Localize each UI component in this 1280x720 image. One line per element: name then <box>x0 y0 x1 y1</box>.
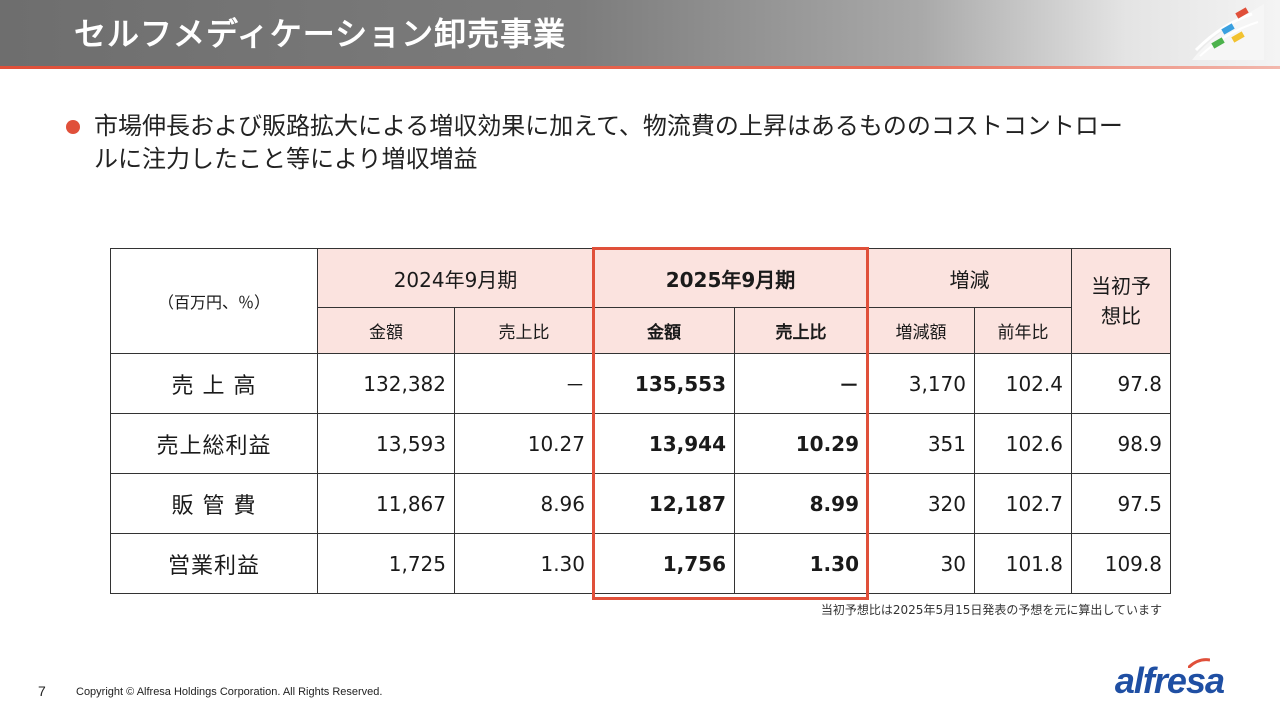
change-amount: 30 <box>867 533 975 594</box>
header-change: 増減 <box>867 248 1072 308</box>
curr-amount: 135,553 <box>593 353 735 414</box>
prev-amount: 11,867 <box>317 473 455 534</box>
financial-table: （百万円、％） 2024年9月期 2025年9月期 増減 当初予想比 金額 売上… <box>110 248 1171 594</box>
table-footnote: 当初予想比は2025年5月15日発表の予想を元に算出しています <box>820 603 1162 617</box>
subheader-ratio-curr: 売上比 <box>734 307 868 354</box>
change-amount: 351 <box>867 413 975 474</box>
table-row: 販 管 費 11,867 8.96 12,187 8.99 320 102.7 … <box>110 473 1171 534</box>
header-period-curr: 2025年9月期 <box>593 248 868 308</box>
vs-forecast: 97.8 <box>1071 353 1171 414</box>
yoy: 101.8 <box>974 533 1072 594</box>
prev-ratio: 8.96 <box>454 473 594 534</box>
table-row: 営業利益 1,725 1.30 1,756 1.30 30 101.8 109.… <box>110 533 1171 594</box>
subheader-yoy: 前年比 <box>974 307 1072 354</box>
row-label: 売 上 高 <box>110 353 318 414</box>
slide-title: セルフメディケーション卸売事業 <box>74 15 567 53</box>
change-amount: 3,170 <box>867 353 975 414</box>
prev-ratio: 10.27 <box>454 413 594 474</box>
bullet-dot <box>66 120 80 134</box>
yoy: 102.7 <box>974 473 1072 534</box>
unit-label: （百万円、％） <box>110 248 318 354</box>
prev-amount: 132,382 <box>317 353 455 414</box>
subheader-ratio-prev: 売上比 <box>454 307 594 354</box>
prev-amount: 1,725 <box>317 533 455 594</box>
row-label: 売上総利益 <box>110 413 318 474</box>
title-bar <box>0 0 1280 66</box>
header-forecast-ratio: 当初予想比 <box>1071 248 1171 354</box>
table-row: 売 上 高 132,382 － 135,553 － 3,170 102.4 97… <box>110 353 1171 414</box>
curr-ratio: 1.30 <box>734 533 868 594</box>
title-underline <box>0 66 1280 69</box>
curr-ratio: 10.29 <box>734 413 868 474</box>
summary-text: 市場伸長および販路拡大による増収効果に加えて、物流費の上昇はあるもののコストコン… <box>94 112 1123 173</box>
yoy: 102.4 <box>974 353 1072 414</box>
brand-logo: alfresa <box>1114 660 1225 701</box>
vs-forecast: 97.5 <box>1071 473 1171 534</box>
subheader-amount-curr: 金額 <box>593 307 735 354</box>
row-label: 販 管 費 <box>110 473 318 534</box>
curr-amount: 13,944 <box>593 413 735 474</box>
curr-amount: 12,187 <box>593 473 735 534</box>
yoy: 102.6 <box>974 413 1072 474</box>
prev-ratio: 1.30 <box>454 533 594 594</box>
prev-ratio: － <box>454 353 594 414</box>
row-label: 営業利益 <box>110 533 318 594</box>
vs-forecast: 109.8 <box>1071 533 1171 594</box>
vs-forecast: 98.9 <box>1071 413 1171 474</box>
subheader-change-amount: 増減額 <box>867 307 975 354</box>
table-row: 売上総利益 13,593 10.27 13,944 10.29 351 102.… <box>110 413 1171 474</box>
curr-ratio: 8.99 <box>734 473 868 534</box>
brand-accent-icon <box>1188 658 1210 668</box>
prev-amount: 13,593 <box>317 413 455 474</box>
corner-logo-icon <box>1192 4 1264 60</box>
curr-amount: 1,756 <box>593 533 735 594</box>
subheader-amount-prev: 金額 <box>317 307 455 354</box>
page-number: 7 <box>38 683 46 699</box>
copyright-text: Copyright © Alfresa Holdings Corporation… <box>76 686 383 698</box>
change-amount: 320 <box>867 473 975 534</box>
curr-ratio: － <box>734 353 868 414</box>
header-period-prev: 2024年9月期 <box>317 248 594 308</box>
